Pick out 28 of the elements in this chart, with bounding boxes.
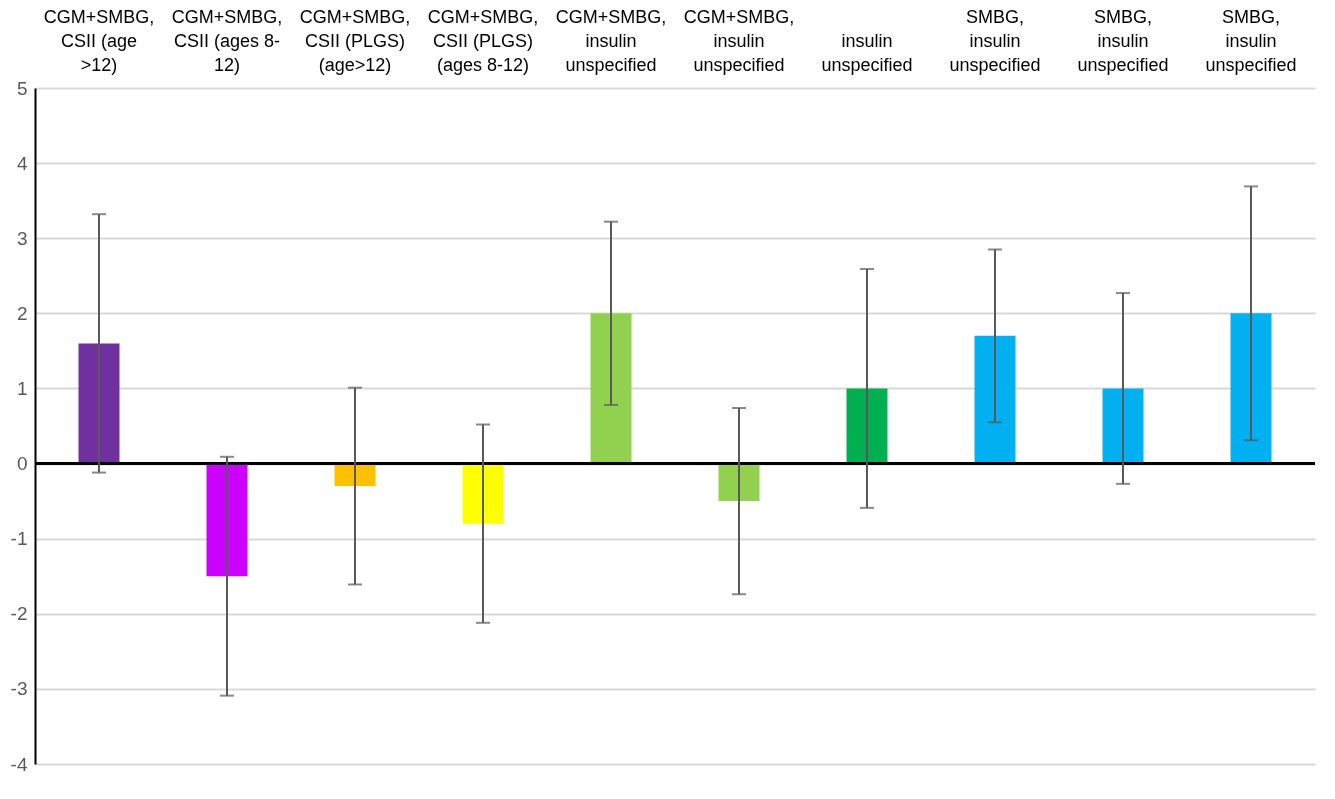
bar	[590, 313, 632, 464]
bar	[206, 463, 248, 577]
x-tick-label: CGM+SMBG, CSII (PLGS) (ages 8-12)	[427, 6, 539, 75]
y-tick-label: -4	[10, 753, 28, 775]
bar	[78, 343, 120, 464]
x-tick-label: SMBG, insulin unspecified	[1077, 6, 1169, 75]
bar	[1230, 313, 1272, 464]
y-tick-label: 1	[16, 377, 28, 399]
x-tick-label: CGM+SMBG, CSII (ages 8-12)	[171, 6, 283, 75]
y-tick-label: 0	[16, 453, 28, 475]
x-tick-label: CGM+SMBG, insulin unspecified	[683, 6, 795, 75]
y-tick-label: 3	[16, 227, 28, 249]
x-tick-label: CGM+SMBG, insulin unspecified	[555, 6, 667, 75]
x-tick-label: SMBG, insulin unspecified	[949, 6, 1041, 75]
y-tick-label: -2	[10, 603, 28, 625]
y-tick-label: -1	[10, 528, 28, 550]
y-tick-label: 2	[16, 302, 28, 324]
y-tick-label: -3	[10, 678, 28, 700]
y-tick-label: 5	[16, 77, 28, 99]
y-tick-label: 4	[16, 152, 28, 174]
bar	[974, 335, 1016, 464]
bar	[1102, 388, 1144, 464]
x-tick-label: CGM+SMBG, CSII (age >12)	[43, 6, 155, 75]
bar	[846, 388, 888, 464]
x-tick-label: insulin unspecified	[821, 30, 913, 75]
bar	[462, 463, 504, 524]
x-tick-label: SMBG, insulin unspecified	[1205, 6, 1297, 75]
x-tick-label: CGM+SMBG, CSII (PLGS) (age>12)	[299, 6, 411, 75]
